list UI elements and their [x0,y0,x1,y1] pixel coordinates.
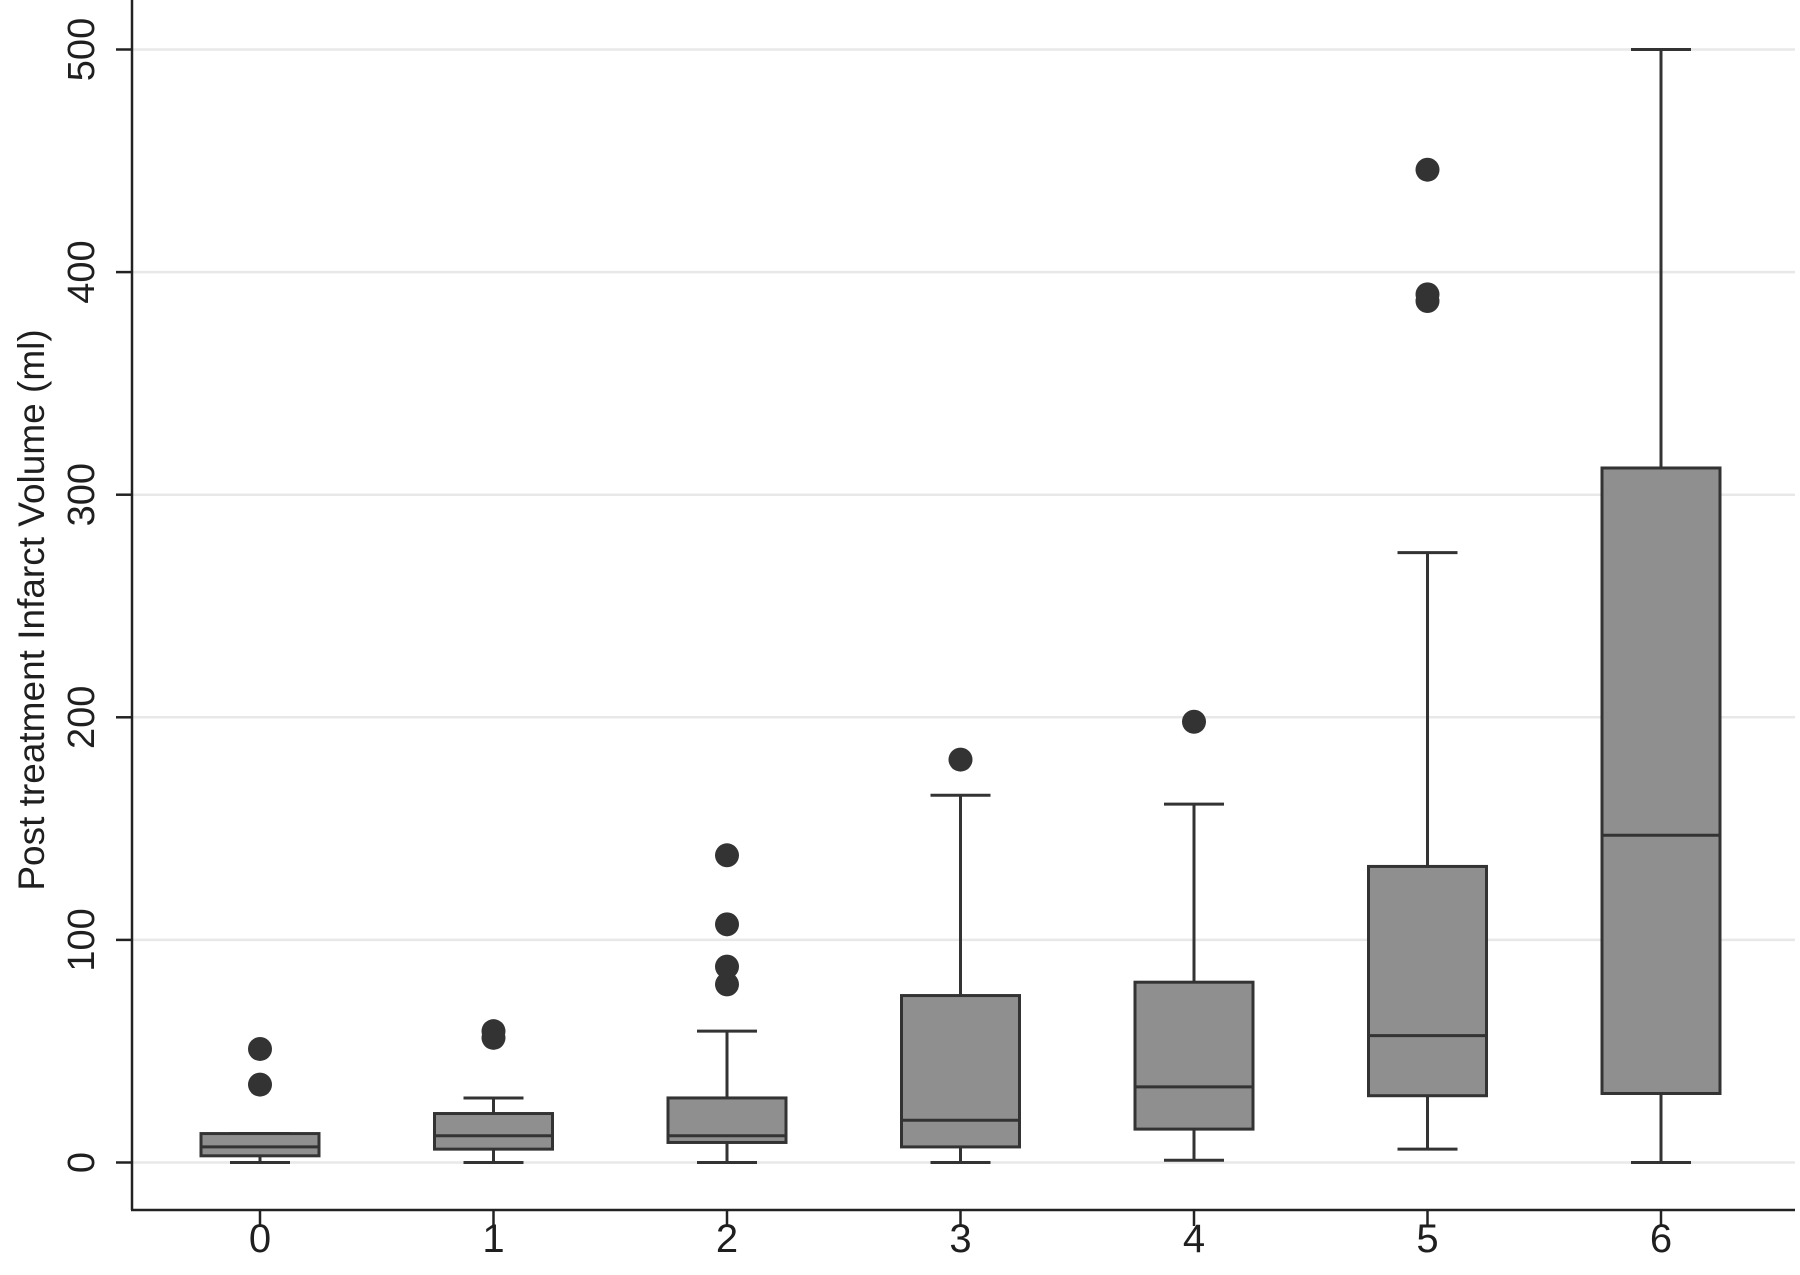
box-group-4 [1133,709,1255,1162]
axis-layer [116,0,1795,1226]
y-tick-label-300: 300 [61,463,103,526]
label-layer: Post treatment Infarct Volume (ml) 0 100 2… [11,18,1672,1261]
y-tick-label-0: 0 [61,1152,103,1173]
x-tick-label-4: 4 [1183,1217,1205,1261]
box-group-2 [666,843,788,1164]
x-tick-label-1: 1 [482,1217,504,1261]
box-iqr-4 [1133,980,1255,1131]
y-tick-label-100: 100 [61,908,103,971]
outlier-point-2-3 [715,843,739,868]
x-tick-label-0: 0 [249,1217,271,1261]
box-iqr-3 [900,994,1021,1149]
outlier-point-2-2 [715,912,739,937]
outlier-point-0-0 [248,1072,272,1097]
outlier-point-1-1 [481,1019,506,1044]
box-iqr-1 [433,1112,554,1151]
y-tick-label-500: 500 [61,18,103,81]
outlier-point-0-1 [248,1036,272,1061]
y-tick-label-400: 400 [61,240,103,303]
box-group-1 [433,1019,554,1164]
box-group-6 [1600,48,1722,1164]
grid-layer [132,48,1795,1164]
outlier-point-5-2 [1415,157,1440,182]
box-layer [199,48,1722,1164]
box-group-5 [1367,157,1488,1151]
box-group-3 [900,747,1021,1164]
outlier-point-3-0 [948,747,973,772]
y-axis-label: Post treatment Infarct Volume (ml) [11,329,52,890]
x-tick-label-3: 3 [949,1217,971,1261]
box-iqr-6 [1600,466,1722,1095]
x-tick-label-6: 6 [1650,1217,1672,1261]
outlier-point-2-1 [715,954,739,979]
outlier-point-2-0 [715,972,739,997]
x-tick-label-2: 2 [716,1217,738,1261]
box-group-0 [199,1036,321,1164]
outlier-point-5-1 [1415,282,1440,307]
outlier-point-4-0 [1182,709,1206,734]
box-iqr-5 [1367,864,1488,1098]
x-tick-label-5: 5 [1416,1217,1438,1261]
box-iqr-0 [199,1132,321,1158]
y-tick-label-200: 200 [61,686,103,749]
